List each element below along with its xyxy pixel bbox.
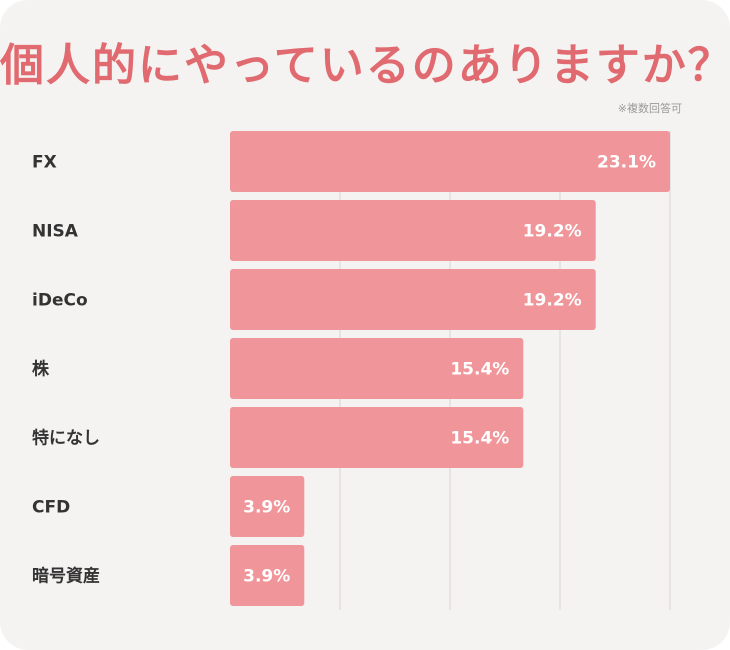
value-label: 19.2%	[523, 222, 582, 242]
value-label: 23.1%	[597, 153, 656, 173]
category-label: iDeCo	[32, 291, 88, 311]
category-label: 暗号資産	[32, 566, 100, 587]
chart-title: 個人的にやっているのありますか？	[0, 40, 730, 91]
value-label: 15.4%	[450, 429, 509, 449]
value-label: 3.9%	[243, 567, 290, 587]
category-label: 特になし	[32, 428, 100, 449]
value-label: 3.9%	[243, 498, 290, 518]
bar	[230, 338, 524, 399]
value-label: 19.2%	[523, 291, 582, 311]
bar	[230, 407, 524, 468]
category-label: FX	[32, 153, 57, 173]
bar	[230, 200, 596, 261]
value-label: 15.4%	[450, 360, 509, 380]
bar	[230, 545, 305, 606]
bar	[230, 269, 596, 330]
category-label: 株	[32, 359, 50, 380]
bar	[230, 476, 305, 537]
category-label: NISA	[32, 222, 79, 242]
category-label: CFD	[32, 498, 70, 518]
multiple-answers-note: ※複数回答可	[617, 102, 682, 115]
bar	[230, 131, 670, 192]
